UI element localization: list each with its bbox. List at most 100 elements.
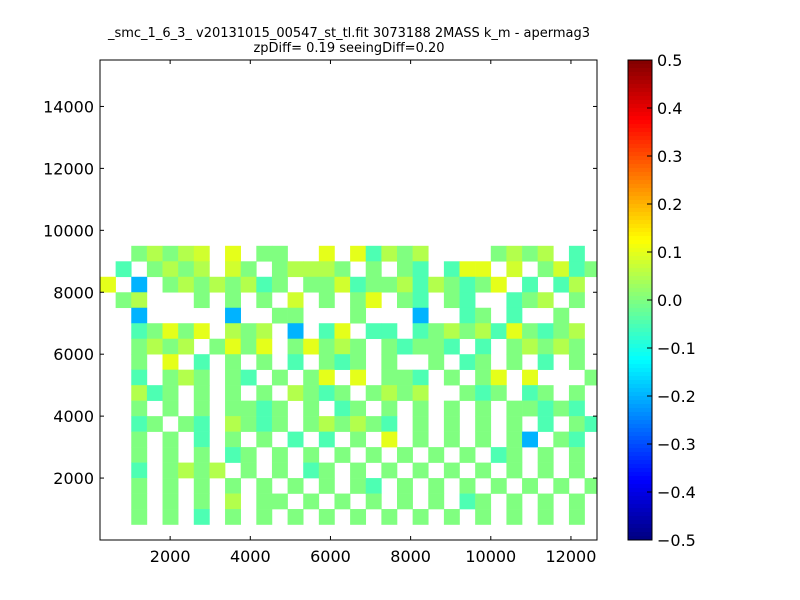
heatmap-cell [334, 385, 351, 401]
colorbar-segment [628, 488, 652, 493]
colorbar-segment [628, 112, 652, 117]
heatmap-cell [131, 493, 148, 510]
colorbar-segment [628, 204, 652, 209]
colorbar-segment [628, 464, 652, 469]
x-tick-label: 2000 [150, 547, 191, 566]
colorbar-segment [628, 528, 652, 533]
colorbar-segment [628, 160, 652, 165]
heatmap-cell [397, 292, 413, 309]
heatmap-cell [568, 354, 585, 370]
heatmap-cell [240, 369, 257, 386]
heatmap-cell [193, 323, 210, 340]
colorbar-segment [628, 68, 652, 73]
colorbar-segment [628, 196, 652, 201]
colorbar-segment [628, 428, 652, 433]
heatmap-cell [568, 431, 585, 448]
heatmap-cell [537, 462, 554, 479]
colorbar-segment [628, 312, 652, 317]
heatmap-cell [350, 292, 367, 309]
colorbar-segment [628, 288, 652, 293]
heatmap-cell [397, 493, 413, 510]
heatmap-cell [522, 292, 538, 309]
heatmap-cell [287, 292, 304, 309]
heatmap-cell [506, 292, 523, 309]
heatmap-cell [209, 338, 226, 355]
heatmap-cell [334, 261, 351, 278]
heatmap-cell [178, 261, 195, 278]
colorbar-segment [628, 396, 652, 401]
heatmap-cell [506, 431, 523, 448]
heatmap-cell [287, 509, 304, 525]
colorbar-segment [628, 336, 652, 341]
heatmap-cell [412, 338, 429, 355]
heatmap-cell [318, 338, 335, 355]
colorbar-segment [628, 524, 652, 529]
colorbar-segment [628, 448, 652, 453]
heatmap-cell [209, 462, 226, 479]
heatmap-cell [537, 416, 554, 432]
heatmap-cell [256, 478, 273, 494]
heatmap-cell [225, 245, 241, 262]
heatmap-cell [350, 276, 367, 293]
heatmap-cell [146, 338, 163, 355]
colorbar-segment [628, 436, 652, 441]
colorbar-segment [628, 408, 652, 413]
heatmap-cell [225, 416, 241, 432]
heatmap-cell [334, 416, 351, 432]
heatmap-cell [146, 323, 163, 340]
heatmap-cell [287, 354, 304, 370]
heatmap-cell [271, 276, 288, 293]
heatmap-cell [209, 276, 226, 293]
heatmap-cell [428, 478, 445, 494]
colorbar-segment [628, 388, 652, 393]
colorbar-segment [628, 512, 652, 517]
heatmap-cell [256, 276, 273, 293]
heatmap-cell [412, 462, 429, 479]
heatmap-cell [271, 245, 288, 262]
heatmap-cell [443, 416, 460, 432]
colorbar-segment [628, 300, 652, 305]
colorbar-segment [628, 484, 652, 489]
heatmap-cell [256, 292, 273, 309]
heatmap-cell [568, 493, 585, 510]
heatmap-cell [459, 307, 476, 324]
heatmap-cell [537, 261, 554, 278]
colorbar-segment [628, 292, 652, 297]
colorbar-segment [628, 372, 652, 377]
colorbar-tick-label: 0.4 [657, 99, 682, 118]
heatmap-cell [584, 478, 598, 494]
heatmap-cell [397, 447, 413, 463]
axis-ticks: 2000 4000 6000 8000 10000 12000 2000 4000 6000 80… [43, 60, 597, 566]
colorbar-segment [628, 64, 652, 69]
heatmap-cell [162, 400, 179, 417]
y-tick-label: 12000 [43, 159, 94, 178]
heatmap-cell [256, 493, 273, 510]
heatmap-cell [287, 261, 304, 278]
colorbar-segment [628, 284, 652, 289]
heatmap-cell [365, 323, 382, 340]
heatmap-cell [443, 431, 460, 448]
heatmap-cell [412, 416, 429, 432]
heatmap-cell [459, 323, 476, 340]
colorbar-segment [628, 140, 652, 145]
heatmap-cell [318, 354, 335, 370]
colorbar-tick-label: −0.1 [657, 339, 696, 358]
heatmap-cell [553, 276, 570, 293]
heatmap-cell [162, 245, 179, 262]
heatmap-cell [131, 478, 148, 494]
heatmap-cell [459, 292, 476, 309]
heatmap-cell [162, 385, 179, 401]
heatmap-cell [443, 369, 460, 386]
chart-title: _smc_1_6_3_ v20131015_00547_st_tl.fit 30… [107, 26, 590, 56]
colorbar-segment [628, 280, 652, 285]
heatmap-cell [459, 385, 476, 401]
heatmap-cell [131, 400, 148, 417]
colorbar-segment [628, 244, 652, 249]
colorbar-segment [628, 88, 652, 93]
heatmap-cell [318, 509, 335, 525]
colorbar-segment [628, 240, 652, 245]
colorbar-segment [628, 444, 652, 449]
colorbar-segment [628, 380, 652, 385]
heatmap-cell [522, 385, 538, 401]
colorbar-segment [628, 172, 652, 177]
